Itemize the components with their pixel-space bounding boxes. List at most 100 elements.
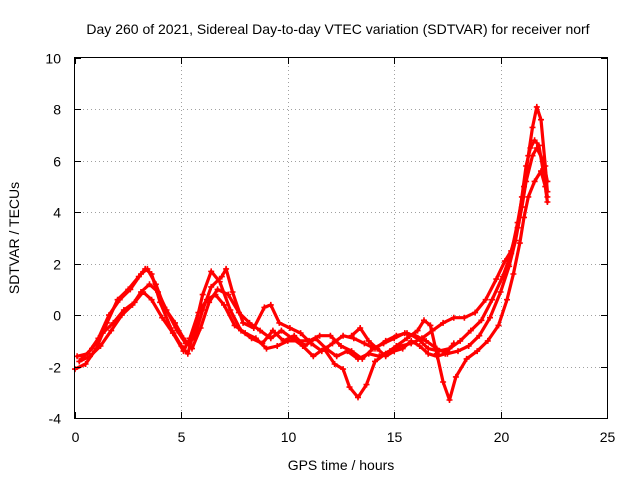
data-point <box>231 322 238 329</box>
data-point <box>159 314 166 321</box>
data-point <box>108 327 115 334</box>
data-point <box>99 330 106 337</box>
data-point <box>306 337 313 344</box>
data-point <box>474 348 481 355</box>
data-point <box>544 178 551 185</box>
data-point <box>340 332 347 339</box>
data-point <box>365 337 372 344</box>
data-point <box>531 178 538 185</box>
data-point <box>433 345 440 352</box>
data-point <box>533 145 540 151</box>
data-point <box>284 337 291 344</box>
data-point <box>89 345 95 352</box>
data-point <box>465 343 472 349</box>
data-point <box>267 335 274 342</box>
data-point <box>278 327 285 334</box>
data-point <box>544 199 551 205</box>
data-point <box>446 397 453 403</box>
data-point <box>495 322 502 329</box>
data-point <box>144 265 151 272</box>
data-point <box>450 314 457 321</box>
data-point <box>138 271 144 277</box>
data-point <box>74 353 81 360</box>
data-point <box>229 289 236 295</box>
data-point <box>82 361 89 367</box>
data-point <box>359 355 366 362</box>
data-point <box>457 337 464 344</box>
data-point <box>512 237 519 244</box>
data-point <box>195 309 202 316</box>
data-point <box>408 337 415 344</box>
data-point <box>476 332 483 339</box>
data-point <box>414 327 421 334</box>
data-point <box>433 353 440 360</box>
data-point <box>106 312 112 319</box>
data-point <box>208 283 215 290</box>
data-point <box>180 335 187 342</box>
data-point <box>421 317 427 324</box>
x-tick-label: 0 <box>72 429 80 445</box>
data-point <box>478 317 485 324</box>
data-point <box>467 327 474 334</box>
x-tick-label: 20 <box>494 429 510 445</box>
data-point <box>461 314 468 321</box>
data-point <box>242 330 249 337</box>
data-point <box>452 373 459 380</box>
data-point <box>131 299 138 306</box>
data-point <box>493 276 500 283</box>
data-point <box>146 281 153 288</box>
x-tick-labels: 0 5 10 15 20 25 <box>72 429 616 445</box>
plot-frame <box>74 57 608 419</box>
data-point <box>425 345 432 352</box>
data-point <box>412 332 419 339</box>
data-point <box>208 268 215 275</box>
data-point <box>252 335 259 342</box>
data-point <box>404 335 410 342</box>
x-tick-label: 25 <box>600 429 616 445</box>
data-point <box>327 332 334 339</box>
data-point <box>427 322 434 329</box>
data-point <box>197 325 204 331</box>
data-point <box>221 301 227 308</box>
data-point <box>199 291 206 298</box>
data-point <box>276 319 283 326</box>
data-point <box>521 214 527 221</box>
data-point <box>401 330 408 337</box>
data-point <box>184 350 191 357</box>
data-point <box>263 345 270 352</box>
data-point <box>440 379 447 385</box>
data-point <box>484 337 491 344</box>
data-point <box>218 273 225 280</box>
data-point <box>361 340 368 347</box>
y-tick-label: 6 <box>53 154 61 170</box>
data-point <box>348 332 355 339</box>
data-point <box>186 335 193 342</box>
data-point <box>223 265 230 272</box>
y-tick-labels: -4 -2 0 2 4 6 8 10 <box>45 51 61 427</box>
data-point <box>338 343 344 349</box>
y-tick-label: 4 <box>53 205 61 221</box>
data-point <box>346 384 353 391</box>
data-point <box>152 281 159 288</box>
data-point <box>257 327 264 334</box>
data-point <box>97 343 104 349</box>
data-point <box>463 355 470 362</box>
x-tick-label: 10 <box>281 429 297 445</box>
data-point <box>267 301 274 308</box>
data-point <box>333 353 340 360</box>
data-point <box>533 103 540 110</box>
data-point <box>261 304 268 311</box>
data-point <box>331 361 338 367</box>
data-point <box>316 332 323 339</box>
data-point <box>529 152 536 159</box>
y-tick-label: -2 <box>49 360 62 376</box>
data-point <box>110 319 117 326</box>
data-point <box>225 291 232 298</box>
data-point <box>140 289 147 295</box>
data-point <box>363 381 370 388</box>
data-point <box>523 178 530 185</box>
data-point <box>269 327 276 334</box>
x-tick-label: 15 <box>387 429 403 445</box>
data-point <box>504 296 510 303</box>
